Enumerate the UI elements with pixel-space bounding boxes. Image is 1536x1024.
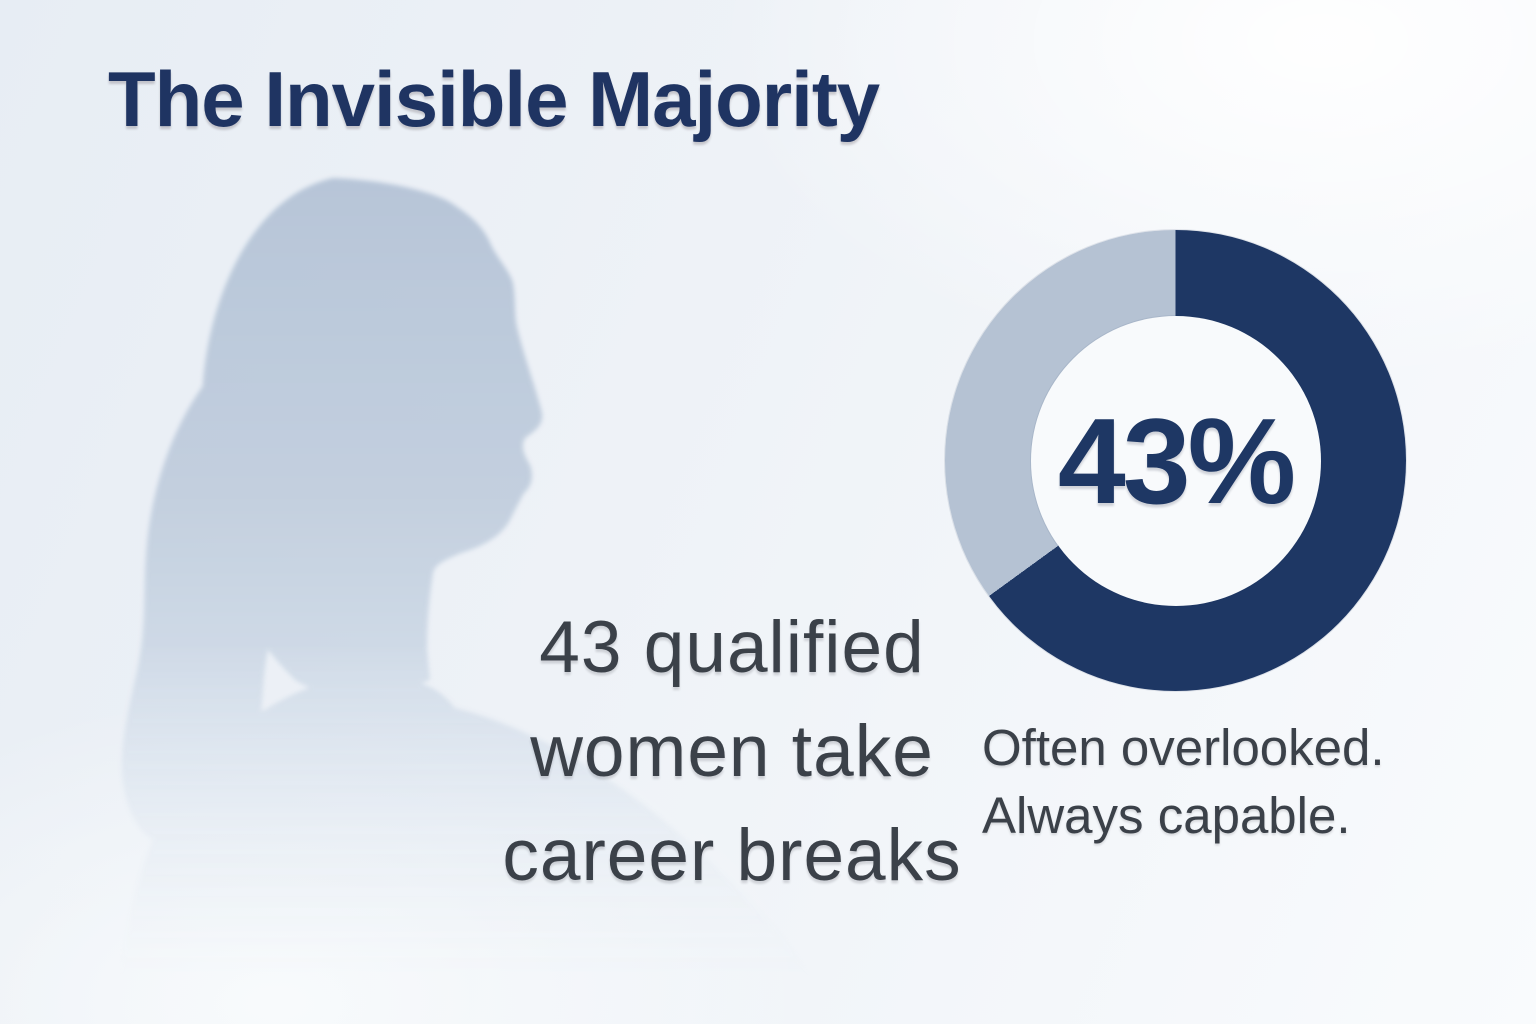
page-title: The Invisible Majority xyxy=(108,55,880,143)
stat-line-3: career breaks xyxy=(502,815,962,896)
donut-hole: 43% xyxy=(1030,315,1321,606)
silhouette-ponytail xyxy=(121,360,315,850)
woman-profile-silhouette-icon xyxy=(115,178,842,1024)
stat-text-block: 43 qualified women take career breaks xyxy=(430,596,1034,908)
caption-line-2: Always capable. xyxy=(982,787,1351,844)
donut-chart: 43% xyxy=(945,230,1406,691)
stat-line-1: 43 qualified xyxy=(539,607,925,688)
stat-line-2: women take xyxy=(530,711,934,792)
donut-center-label: 43% xyxy=(1057,392,1296,529)
silhouette-body xyxy=(115,675,842,1024)
caption-line-1: Often overlooked. xyxy=(982,719,1385,776)
caption-block: Often overlooked. Always capable. xyxy=(982,714,1385,850)
